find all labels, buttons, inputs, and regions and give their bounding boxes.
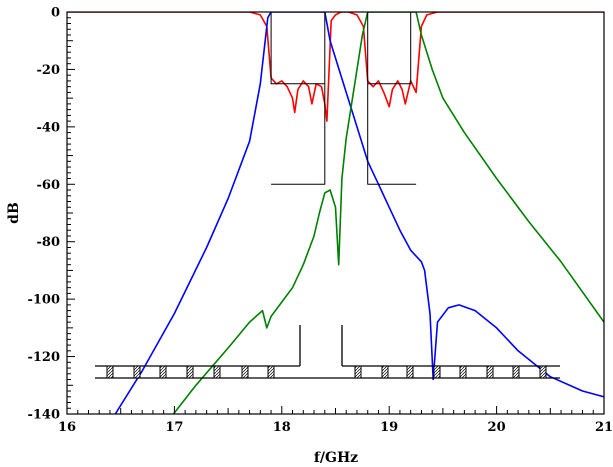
series-line-1 bbox=[67, 12, 604, 122]
resonator-post bbox=[433, 365, 441, 379]
x-tick-label: 16 bbox=[58, 420, 76, 435]
resonator-post bbox=[186, 365, 194, 379]
resonator-post bbox=[354, 365, 362, 379]
series-line-2 bbox=[114, 12, 604, 414]
resonator-post bbox=[213, 365, 221, 379]
resonator-post bbox=[381, 365, 389, 379]
y-tick-label: -20 bbox=[37, 63, 61, 78]
y-tick-label: -120 bbox=[27, 350, 60, 365]
resonator-post bbox=[241, 365, 249, 379]
diplexer-structure-sketch bbox=[95, 325, 560, 379]
y-tick-label: -40 bbox=[37, 120, 61, 135]
resonator-post bbox=[159, 365, 167, 379]
x-tick-label: 20 bbox=[488, 420, 506, 435]
series-layer bbox=[67, 12, 604, 414]
y-tick-label: -60 bbox=[37, 178, 61, 193]
y-tick-label: 0 bbox=[51, 6, 60, 21]
y-tick-label: -100 bbox=[27, 293, 60, 308]
x-tick-label: 18 bbox=[273, 420, 291, 435]
series-line-5 bbox=[367, 12, 417, 185]
resonator-post bbox=[267, 365, 275, 379]
x-tick-label: 17 bbox=[165, 420, 183, 435]
resonator-post bbox=[486, 365, 494, 379]
resonator-post bbox=[106, 365, 114, 379]
x-tick-label: 19 bbox=[380, 420, 398, 435]
resonator-post bbox=[512, 365, 520, 379]
series-line-4 bbox=[270, 12, 326, 185]
resonator-post bbox=[406, 365, 414, 379]
resonator-post bbox=[539, 365, 547, 379]
y-tick-label: -80 bbox=[37, 235, 61, 250]
y-tick-label: -140 bbox=[27, 408, 60, 423]
series-line-3 bbox=[172, 12, 604, 414]
axes-layer: 16 17 18 19 20 21 0 -20 -40 -60 -80 -100 -120 -140 bbox=[27, 6, 613, 436]
x-axis-title: f/GHz bbox=[314, 450, 358, 466]
resonator-post bbox=[459, 365, 467, 379]
y-axis-title: dB bbox=[6, 202, 22, 224]
resonator-post bbox=[133, 365, 141, 379]
x-tick-label: 21 bbox=[595, 420, 613, 435]
